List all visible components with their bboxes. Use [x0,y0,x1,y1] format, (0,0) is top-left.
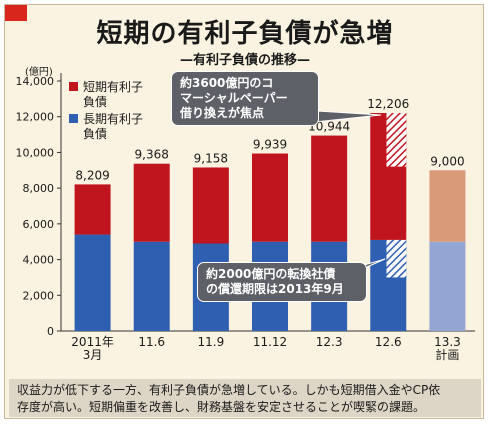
x-category-label: 11.9 [197,335,224,349]
chart-svg: 0 2,000 4,000 6,000 8,000 10,000 12,000 14,000(… [16,65,475,362]
bar-short-term [252,153,288,242]
bar-total-label: 9,158 [194,151,228,165]
y-tick-label: 0 [47,325,54,338]
callout-convertible-bond: 約2000億円の転換社債 の償還期限は2013年9月 [197,262,367,302]
bar-hatch-convertible-bond [386,239,407,278]
x-category-label: 12.6 [375,335,402,349]
legend-label: 負債 [83,94,107,109]
bar-total-label: 9,939 [253,138,287,152]
caption-box: 収益力が低下する一方、有利子負債が急増している。しかも短期借入金やCP依 存度が… [9,379,481,417]
figure-frame: 短期の有利子負債が急増 —有利子負債の推移— 0 2,000 4,000 6,000 8… [4,4,484,419]
bar-long-term [74,234,111,331]
bar-long-term [429,241,466,331]
y-tick-label: 6,000 [23,218,55,231]
bar-total-label: 10,944 [308,120,350,134]
bar-total-label: 8,209 [75,168,109,182]
x-category-label: 計画 [435,347,459,362]
bar-short-term [133,163,170,242]
y-tick-label: 8,000 [23,182,55,195]
legend-label: 長期有利子 [83,112,143,126]
bar-short-term [429,170,466,242]
y-tick-label: 2,000 [23,289,55,302]
y-tick-label: 4,000 [23,254,55,267]
chart-title: 短期の有利子負債が急増 [96,19,394,49]
x-category-label: 13.3 [434,335,461,349]
caption-line: 存度が高い。短期偏重を改善し、財務基盤を安定させることが喫緊の課題。 [17,400,426,414]
y-tick-label: 10,000 [16,146,55,159]
legend-swatch [69,114,78,123]
x-category-label: 11.12 [253,335,287,349]
callout-line: 約2000億円の転換社債 [206,267,336,281]
x-category-label: 2011年 [71,335,114,349]
bar-total-label: 9,368 [135,148,169,162]
bar-hatch-cp-refinance [386,113,407,167]
legend-label: 負債 [83,126,107,141]
x-category-label: 11.6 [138,335,165,349]
bar-long-term [133,241,170,331]
bar-short-term [74,184,111,235]
callout-cp-refinance: 約3600億円のコ マーシャルペーパー 借り換えが焦点 [171,71,319,126]
bar-short-term [192,167,229,244]
bar-short-term [311,135,348,242]
callout-line: マーシャルペーパー [180,91,288,105]
callout-line: の償還期限は2013年9月 [206,282,344,296]
legend-swatch [69,82,78,91]
x-category-label: 12.3 [316,335,343,349]
callout-line: 借り換えが焦点 [180,106,265,120]
bar-total-label: 12,206 [367,97,409,111]
x-category-label: 3月 [83,348,103,362]
caption-line: 収益力が低下する一方、有利子負債が急増している。しかも短期借入金やCP依 [17,383,441,397]
bar-total-label: 9,000 [430,154,464,168]
legend-label: 短期有利子 [83,80,143,94]
callout-line: 約3600億円のコ [180,76,274,90]
corner-mark [5,5,27,21]
y-tick-label: 12,000 [16,111,55,124]
y-axis-unit-label: (億円) [25,65,53,78]
chart-subtitle: —有利子負債の推移— [179,53,310,68]
y-tick-label: 14,000 [16,75,55,88]
